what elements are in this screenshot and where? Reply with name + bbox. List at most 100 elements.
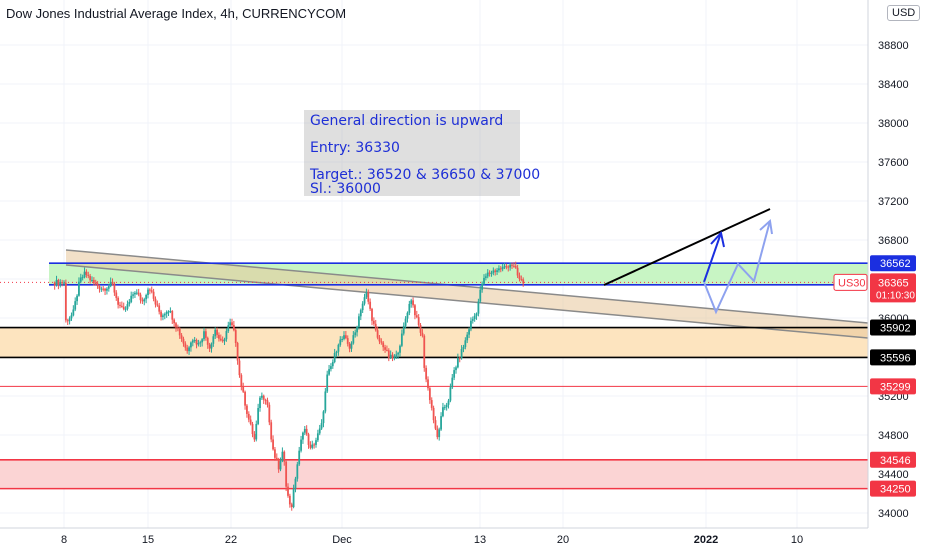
candle-body — [234, 330, 237, 343]
candle-body — [387, 350, 390, 358]
candle-body — [128, 301, 131, 305]
candle-body — [389, 354, 392, 358]
candle-body — [264, 399, 267, 401]
candle-body — [94, 283, 97, 285]
candle-body — [410, 300, 413, 304]
currency-button[interactable]: USD — [887, 5, 921, 21]
level-tag-34546 — [870, 451, 916, 468]
candle-body — [96, 283, 99, 286]
candle-body — [348, 343, 351, 349]
candle-body — [294, 478, 297, 489]
candle-body — [134, 292, 136, 295]
candle-body — [249, 419, 252, 425]
candle-body — [247, 413, 250, 420]
candle-body — [337, 344, 340, 352]
candle-body — [275, 457, 278, 460]
candle-body — [343, 335, 345, 339]
x-tick-label: Dec — [332, 534, 352, 546]
y-tick-label: 38800 — [878, 40, 909, 52]
zone-34250-34546 — [0, 459, 868, 489]
candle-body — [87, 274, 90, 277]
y-tick-label: 38000 — [878, 118, 909, 130]
candle-body — [427, 379, 429, 389]
candle-body — [315, 440, 317, 445]
candle-body — [300, 439, 302, 451]
candle-body — [171, 311, 174, 320]
candle-body — [292, 488, 295, 508]
candle-body — [111, 281, 114, 284]
candle-body — [356, 326, 358, 333]
candle-body — [453, 370, 456, 378]
current-price-label: 36365 — [878, 277, 909, 289]
candle-body — [117, 297, 120, 305]
candle-body — [281, 451, 284, 462]
x-tick-label: 15 — [142, 534, 154, 546]
candle-body — [442, 407, 444, 417]
y-tick-label: 34400 — [878, 469, 909, 481]
annotation-box[interactable]: General direction is upward Entry: 36330… — [304, 110, 540, 197]
y-tick-label: 37200 — [878, 196, 909, 208]
candle-body — [419, 325, 422, 333]
x-tick-label: 22 — [225, 534, 237, 546]
candle-body — [255, 423, 258, 440]
candle-body — [182, 338, 185, 344]
candle-body — [456, 358, 459, 368]
candle-body — [244, 391, 246, 406]
candle-body — [335, 351, 338, 354]
candle-body — [339, 339, 342, 345]
candle-body — [193, 339, 196, 341]
candle-body — [436, 428, 439, 438]
candle-body — [492, 270, 495, 273]
target-arrow-head — [710, 230, 725, 248]
candle-body — [186, 347, 189, 352]
candle-body — [145, 295, 148, 300]
candle-body — [464, 340, 467, 348]
channel-top-line — [65, 249, 869, 324]
candle-body — [320, 423, 323, 429]
candle-body — [326, 374, 329, 392]
candle-body — [190, 342, 192, 348]
note-direction: General direction is upward — [310, 113, 504, 129]
candle-body — [290, 504, 293, 508]
candle-body — [236, 342, 239, 361]
candle-body — [74, 301, 77, 310]
candle-body — [135, 292, 138, 294]
candle-body — [214, 329, 217, 337]
candle-body — [251, 424, 254, 435]
candle-body — [195, 339, 198, 345]
candle-body — [158, 305, 161, 312]
candle-body — [481, 283, 484, 290]
candle-body — [165, 311, 168, 315]
candle-body — [384, 347, 386, 350]
candle-body — [201, 339, 204, 343]
price-axis: 3400034400348003520035600360003640036800… — [833, 0, 932, 550]
candle-body — [197, 343, 200, 345]
candle-body — [365, 292, 368, 298]
level-tag-label: 36562 — [880, 258, 911, 270]
candle-body — [374, 323, 377, 331]
candle-body — [188, 347, 190, 352]
candle-body — [270, 422, 273, 440]
candle-body — [443, 407, 446, 409]
level-lines — [0, 262, 868, 490]
candle-body — [479, 289, 482, 302]
candle-body — [522, 279, 525, 284]
candle-body — [154, 298, 157, 305]
candle-body — [89, 276, 92, 281]
candle-body — [496, 270, 498, 272]
level-tag-35902 — [870, 319, 916, 336]
candle-body — [468, 329, 470, 335]
candle-body — [100, 288, 103, 290]
candle-body — [72, 309, 75, 316]
level-tag-34250 — [870, 480, 916, 497]
candle-body — [148, 289, 151, 291]
candle-body — [268, 404, 271, 423]
candle-body — [137, 292, 140, 295]
candle-body — [490, 272, 493, 274]
candle-body — [204, 331, 207, 338]
candle-body — [333, 353, 336, 362]
candle-body — [176, 327, 179, 329]
x-tick-label: 13 — [474, 534, 486, 546]
candle-body — [85, 271, 88, 275]
